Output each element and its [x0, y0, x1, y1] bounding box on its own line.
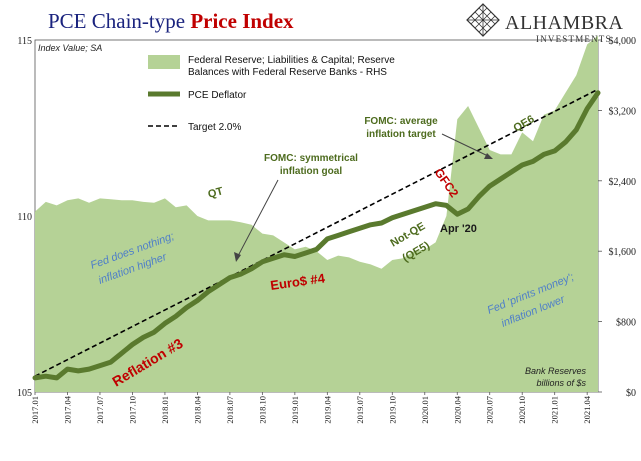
legend-label-target: Target 2.0% [188, 122, 241, 133]
left-tick-label: 110 [17, 212, 32, 223]
series-reserves-area [35, 35, 598, 392]
x-tick-label: 2019.04 [322, 395, 332, 423]
annotation-fomc-average-line2: inflation target [366, 129, 436, 140]
legend-label-reserves-line2: Balances with Federal Reserve Banks - RH… [188, 67, 387, 78]
left-tick-label: 105 [17, 388, 32, 399]
x-tick-label: 2018.10 [257, 396, 267, 424]
left-axis-ticks: 105 110 115 [17, 36, 32, 399]
legend-swatch-reserves [148, 55, 180, 69]
x-tick-label: 2020.10 [517, 396, 527, 424]
x-tick-label: 2020.04 [452, 395, 462, 423]
x-tick-label: 2017.07 [95, 396, 105, 424]
series-target-line [34, 88, 599, 377]
right-tick-label: $3,200 [609, 106, 637, 117]
x-tick-label: 2019.07 [355, 396, 365, 424]
x-tick-label: 2021.04 [582, 395, 592, 423]
x-tick-label: 2018.04 [192, 395, 202, 423]
x-tick-label: 2018.01 [160, 396, 170, 424]
diamond-lattice-logo-icon [466, 3, 500, 37]
annotation-apr20: Apr '20 [440, 223, 477, 235]
chart-title: PCE Chain-type Price Index [48, 9, 294, 33]
x-tick-label: 2019.10 [387, 396, 397, 424]
left-tick-label: 115 [17, 36, 32, 47]
chart-title-part2: Price Index [190, 9, 294, 33]
right-tick-label: $2,400 [609, 177, 637, 188]
legend-label-reserves-line1: Federal Reserve; Liabilities & Capital; … [188, 55, 395, 66]
legend: Federal Reserve; Liabilities & Capital; … [148, 55, 395, 133]
annotation-fomc-average-line1: FOMC: average [364, 116, 438, 127]
right-tick-label: $4,000 [609, 36, 637, 47]
annotation-fomc-symmetrical-line2: inflation goal [280, 166, 342, 177]
right-tick-label: $1,600 [609, 247, 637, 258]
annotation-qe6: QE6 [512, 113, 537, 134]
annotation-arrow-symmetrical [237, 179, 279, 257]
series-pce-deflator-line [32, 90, 601, 381]
x-tick-label: 2019.01 [290, 396, 300, 424]
x-tick-label: 2020.01 [420, 396, 430, 424]
right-axis-ticks: $0 $800 $1,600 $2,400 $3,200 $4,000 [598, 36, 636, 399]
x-tick-label: 2017.04 [63, 395, 73, 423]
annotation-arrowhead-average [484, 153, 493, 159]
x-axis-ticks: 2017.01 2017.04 2017.07 2017.10 2018.01 2018.… [30, 392, 592, 424]
left-axis-label: Index Value; SA [38, 43, 102, 53]
right-tick-label: $0 [626, 388, 636, 399]
right-axis-label-line1: Bank Reserves [525, 366, 587, 376]
annotation-fomc-symmetrical-line1: FOMC: symmetrical [264, 153, 358, 164]
annotation-qt: QT [207, 185, 225, 201]
annotation-arrow-average [441, 133, 489, 157]
x-tick-label: 2020.07 [485, 396, 495, 424]
x-tick-label: 2021.01 [550, 396, 560, 424]
legend-label-pce: PCE Deflator [188, 90, 247, 101]
chart-title-part1: PCE Chain-type [48, 9, 190, 33]
right-axis-label-line2: billions of $s [536, 378, 586, 388]
annotation-arrowhead-symmetrical [234, 252, 241, 262]
x-tick-label: 2017.10 [127, 396, 137, 424]
x-tick-label: 2018.07 [225, 396, 235, 424]
logo-name: ALHAMBRA [505, 12, 624, 34]
x-tick-label: 2017.01 [30, 396, 40, 424]
logo-sub: INVESTMENTS [536, 34, 612, 44]
right-tick-label: $800 [616, 318, 636, 329]
